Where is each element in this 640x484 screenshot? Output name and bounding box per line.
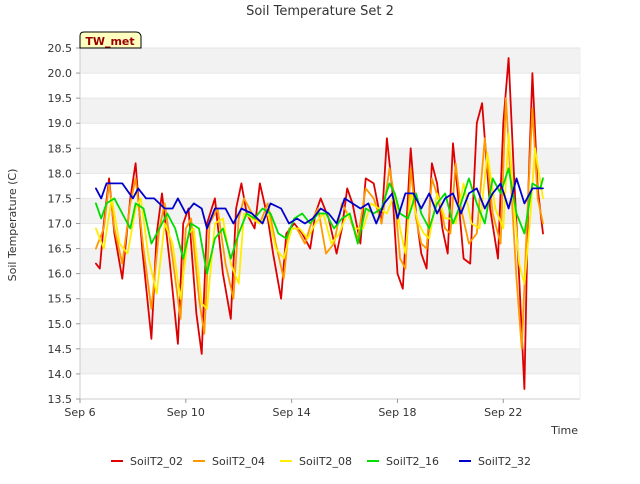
- grid-band: [80, 348, 580, 374]
- y-tick-label: 14.0: [48, 368, 73, 381]
- series-line-soilt2-32: [95, 177, 544, 230]
- y-tick-label: 18.0: [48, 167, 73, 180]
- x-axis-label: Time: [550, 424, 578, 437]
- x-tick-label: Sep 6: [64, 406, 95, 419]
- legend-label: SoilT2_04: [212, 455, 265, 468]
- badge-label: TW_met: [85, 35, 134, 48]
- x-tick-label: Sep 18: [378, 406, 416, 419]
- grid-band: [80, 298, 580, 324]
- legend-item-soilt2-04: SoilT2_04: [193, 455, 265, 468]
- y-tick-label: 14.5: [48, 343, 73, 356]
- series-layer: [95, 57, 544, 390]
- x-tick-label: Sep 22: [484, 406, 522, 419]
- grid-band: [80, 148, 580, 174]
- y-tick-label: 19.5: [48, 92, 73, 105]
- legend-label: SoilT2_32: [478, 455, 531, 468]
- chart-title: Soil Temperature Set 2: [246, 4, 394, 19]
- legend-label: SoilT2_02: [130, 455, 183, 468]
- x-tick-label: Sep 10: [167, 406, 205, 419]
- y-tick-label: 20.5: [48, 42, 73, 55]
- y-tick-label: 16.0: [48, 268, 73, 281]
- y-tick-label: 20.0: [48, 67, 73, 80]
- series-line-soilt2-02: [95, 57, 544, 390]
- y-tick-label: 15.5: [48, 293, 73, 306]
- legend-label: SoilT2_08: [299, 455, 352, 468]
- y-axis-label: Soil Temperature (C): [6, 169, 19, 282]
- axes: 13.5 14.0 14.5 15.0 15.5 16.0 16.5 17.0 17.5 18.0…: [48, 42, 581, 419]
- y-tick-label: 19.0: [48, 117, 73, 130]
- grid-band: [80, 48, 580, 74]
- badge-shape: [79, 31, 142, 49]
- legend-item-soilt2-08: SoilT2_08: [280, 455, 352, 468]
- y-tick-label: 17.5: [48, 192, 73, 205]
- series-line-soilt2-08: [95, 132, 544, 310]
- y-tick-label: 13.5: [48, 393, 73, 406]
- legend: SoilT2_02 SoilT2_04 SoilT2_08 SoilT2_16 Soil…: [111, 455, 531, 468]
- y-tick-label: 18.5: [48, 142, 73, 155]
- tw-met-badge: TW_met: [79, 31, 142, 49]
- y-tick-label: 15.0: [48, 318, 73, 331]
- x-tick-label: Sep 14: [273, 406, 311, 419]
- y-tick-label: 17.0: [48, 218, 73, 231]
- y-tick-label: 16.5: [48, 243, 73, 256]
- grid-band: [80, 98, 580, 124]
- legend-item-soilt2-32: SoilT2_32: [459, 455, 531, 468]
- series-line-soilt2-04: [95, 97, 544, 350]
- series-line-soilt2-16: [95, 167, 544, 275]
- legend-label: SoilT2_16: [386, 455, 439, 468]
- legend-item-soilt2-16: SoilT2_16: [367, 455, 439, 468]
- legend-item-soilt2-02: SoilT2_02: [111, 455, 183, 468]
